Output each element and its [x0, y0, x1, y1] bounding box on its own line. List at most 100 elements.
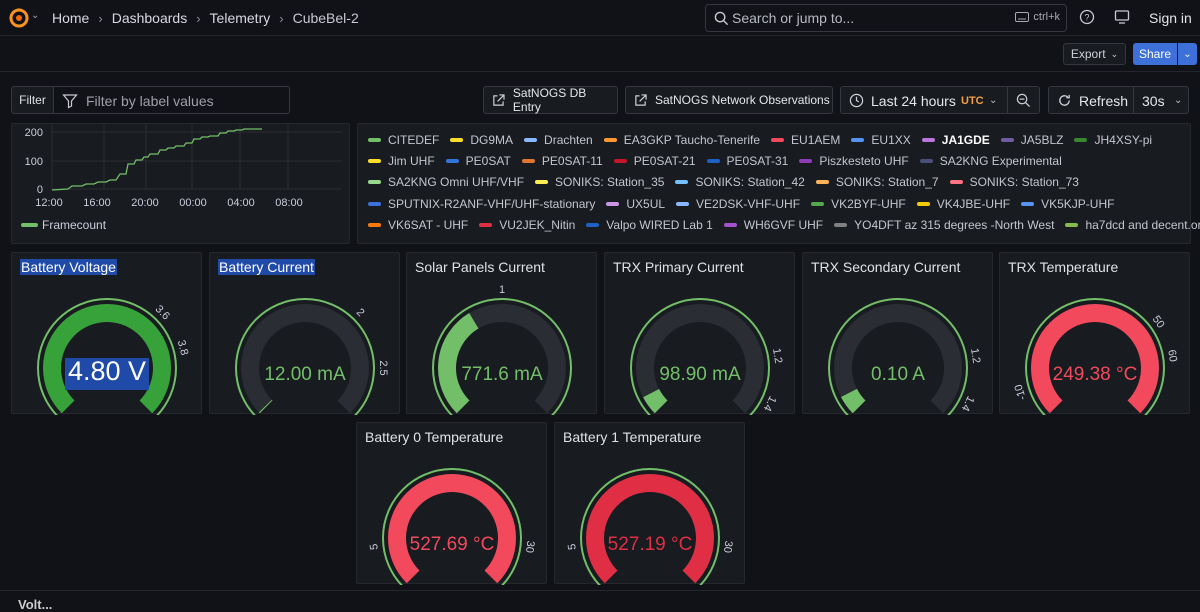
legend-item[interactable]: DG9MA: [450, 133, 513, 147]
refresh-interval-picker[interactable]: 30s ⌄: [1133, 86, 1189, 114]
gauge-title: TRX Secondary Current: [811, 259, 960, 275]
gauge-tick-label: 5: [368, 543, 381, 550]
legend-swatch: [450, 138, 463, 142]
news-icon[interactable]: [1114, 9, 1130, 25]
legend-swatch: [368, 223, 381, 227]
legend-swatch: [524, 138, 537, 142]
external-link-icon: [634, 94, 647, 107]
time-range-picker[interactable]: Last 24 hours UTC ⌄: [840, 86, 1008, 114]
legend-swatch: [917, 202, 930, 206]
legend-item[interactable]: SA2KNG Omni UHF/VHF: [368, 175, 524, 189]
share-dropdown-button[interactable]: ⌄: [1178, 43, 1197, 65]
legend-item[interactable]: PE0SAT-21: [614, 154, 696, 168]
legend-item[interactable]: PE0SAT: [446, 154, 511, 168]
legend-item[interactable]: JA1GDE: [922, 133, 990, 147]
legend-item[interactable]: SONIKS: Station_42: [675, 175, 804, 189]
chevron-down-icon: ⌄: [1183, 49, 1191, 60]
legend-label: SONIKS: Station_7: [836, 175, 939, 189]
gauge-tick-label: 30: [523, 540, 536, 554]
gauge-title: Battery Current: [218, 259, 315, 275]
chevron-down-icon[interactable]: ⌄: [31, 10, 39, 21]
framecount-legend[interactable]: Framecount: [42, 218, 107, 232]
chevron-right-icon: ›: [279, 11, 283, 26]
gauge-tick-label: 2: [354, 306, 367, 319]
legend-swatch: [851, 138, 864, 142]
legend-swatch: [479, 223, 492, 227]
gauge-panel[interactable]: Battery Voltage2.43.63.84.24.80 V: [11, 252, 202, 414]
search-input[interactable]: Search or jump to... ctrl+k: [705, 4, 1067, 32]
legend-item[interactable]: UX5UL: [606, 197, 665, 211]
legend-label: SONIKS: Station_42: [695, 175, 804, 189]
next-row-header[interactable]: Volt...: [0, 590, 1200, 604]
satnogs-network-link[interactable]: SatNOGS Network Observations: [625, 86, 833, 114]
legend-item[interactable]: JA5BLZ: [1001, 133, 1064, 147]
legend-item[interactable]: VK5KJP-UHF: [1021, 197, 1114, 211]
legend-item[interactable]: Valpo WIRED Lab 1: [586, 218, 713, 232]
legend-item[interactable]: PE0SAT-11: [522, 154, 603, 168]
export-button[interactable]: Export⌄: [1063, 43, 1126, 65]
gauge-value: 249.38 °C: [1053, 364, 1138, 385]
legend-item[interactable]: VK2BYF-UHF: [811, 197, 906, 211]
legend-item[interactable]: JH4XSY-pi: [1074, 133, 1152, 147]
gauge-tick-label: 2.5: [377, 360, 389, 375]
breadcrumb-telemetry[interactable]: Telemetry: [210, 10, 271, 26]
legend-swatch: [586, 223, 599, 227]
share-button[interactable]: Share: [1133, 43, 1177, 65]
framecount-grid: [52, 124, 342, 190]
legend-swatch: [920, 159, 933, 163]
legend-item[interactable]: EU1XX: [851, 133, 910, 147]
legend-item[interactable]: WH6GVF UHF: [724, 218, 823, 232]
legend-item[interactable]: VU2JEK_Nitin: [479, 218, 575, 232]
legend-item[interactable]: Drachten: [524, 133, 593, 147]
satnogs-db-link[interactable]: SatNOGS DB Entry: [483, 86, 618, 114]
legend-label: VU2JEK_Nitin: [499, 218, 575, 232]
filter-icon: [62, 93, 78, 109]
gauge-panel[interactable]: TRX Temperature-20-10506080249.38 °C: [999, 252, 1190, 414]
legend-label: SA2KNG Omni UHF/VHF: [388, 175, 524, 189]
sign-in-link[interactable]: Sign in: [1149, 10, 1192, 26]
legend-item[interactable]: SPUTNIX-R2ANF-VHF/UHF-stationary: [368, 197, 595, 211]
gauge-panel[interactable]: Battery 1 Temperature053035527.19 °C: [554, 422, 745, 584]
gauge-title: Solar Panels Current: [415, 259, 545, 275]
gauge-value: 4.80 V: [68, 356, 146, 386]
gauge-value-arc: [595, 483, 705, 577]
legend-item[interactable]: PE0SAT-31: [707, 154, 789, 168]
legend-swatch: [368, 180, 381, 184]
breadcrumb-home[interactable]: Home: [52, 10, 89, 26]
framecount-panel: 200 100 0 12:00 16:00 20:00 00:00 04:00 …: [11, 123, 350, 244]
legend-item[interactable]: SONIKS: Station_73: [950, 175, 1079, 189]
legend-item[interactable]: VK6SAT - UHF: [368, 218, 468, 232]
next-row-title: Volt...: [18, 597, 52, 612]
legend-item[interactable]: EA3GKP Taucho-Tenerife: [604, 133, 760, 147]
filter-input[interactable]: Filter by label values: [54, 86, 290, 114]
legend-item[interactable]: YO4DFT az 315 degrees -North West: [834, 218, 1054, 232]
gauge-value-arc: [651, 393, 661, 407]
breadcrumb-dashboards[interactable]: Dashboards: [112, 10, 188, 26]
legend-item[interactable]: Jim UHF: [368, 154, 435, 168]
gauge-tick-label: 1.5: [944, 414, 963, 415]
legend-swatch: [724, 223, 737, 227]
legend-item[interactable]: SA2KNG Experimental: [920, 154, 1062, 168]
legend-item[interactable]: EU1AEM: [771, 133, 840, 147]
gauge-panel[interactable]: TRX Primary Current01.21.41.598.90 mA: [604, 252, 795, 414]
help-icon[interactable]: ?: [1079, 9, 1095, 25]
legend-item[interactable]: CITEDEF: [368, 133, 439, 147]
legend-swatch: [368, 202, 381, 206]
legend-swatch: [676, 202, 689, 206]
gauge-panel[interactable]: Battery Current022.5312.00 mA: [209, 252, 400, 414]
gauge-panel[interactable]: Solar Panels Current012771.6 mA: [406, 252, 597, 414]
gauge-svg: -20-10506080249.38 °C: [1000, 275, 1191, 415]
legend-label: PE0SAT-21: [634, 154, 696, 168]
legend-item[interactable]: SONIKS: Station_35: [535, 175, 664, 189]
legend-item[interactable]: SONIKS: Station_7: [816, 175, 939, 189]
legend-item[interactable]: VE2DSK-VHF-UHF: [676, 197, 800, 211]
grafana-logo-icon[interactable]: [8, 7, 30, 29]
legend-label: VK4JBE-UHF: [937, 197, 1010, 211]
gauge-panel[interactable]: Battery 0 Temperature053035527.69 °C: [356, 422, 547, 584]
refresh-button[interactable]: Refresh: [1048, 86, 1134, 114]
legend-item[interactable]: Piszkesteto UHF: [799, 154, 908, 168]
gauge-panel[interactable]: TRX Secondary Current01.21.41.50.10 A: [802, 252, 993, 414]
legend-item[interactable]: ha7dcd and decent.org: [1065, 218, 1200, 232]
legend-item[interactable]: VK4JBE-UHF: [917, 197, 1010, 211]
zoom-out-button[interactable]: [1008, 86, 1040, 114]
